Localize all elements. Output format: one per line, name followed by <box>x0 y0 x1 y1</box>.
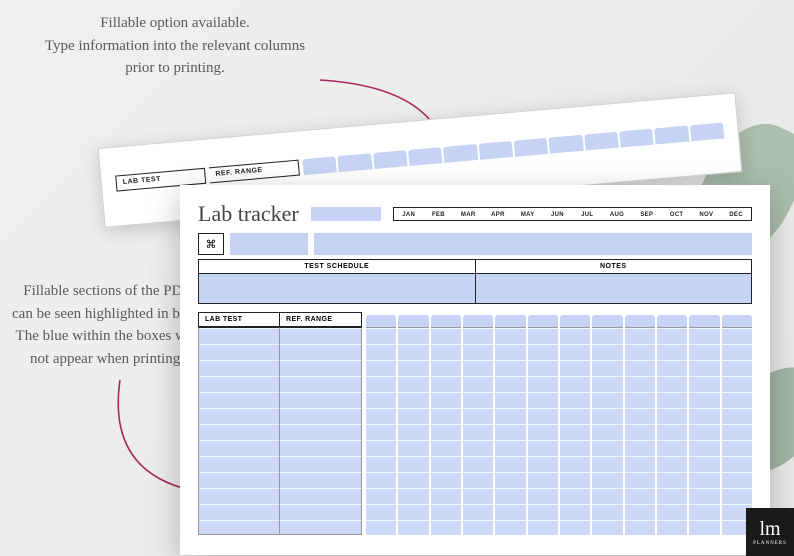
month-label: SEP <box>632 208 662 220</box>
callout-top: Fillable option available.Type informati… <box>30 12 320 80</box>
month-tab[interactable] <box>398 315 428 327</box>
fillable-test-schedule[interactable] <box>198 274 476 304</box>
month-label: MAR <box>453 208 483 220</box>
fillable-month-col[interactable] <box>689 327 719 535</box>
month-label: JAN <box>394 208 424 220</box>
fillable-month-col[interactable] <box>722 327 752 535</box>
month-tab[interactable] <box>528 315 558 327</box>
fillable-month-col[interactable] <box>398 327 428 535</box>
data-month-tabs <box>362 312 752 327</box>
brand-badge: lm PLANNERS <box>746 508 794 556</box>
back-month-tabs <box>302 122 724 175</box>
months-row: JANFEBMARAPRMAYJUNJULAUGSEPOCTNOVDEC <box>393 207 752 221</box>
month-tab[interactable] <box>463 315 493 327</box>
fillable-labtest-col[interactable] <box>198 327 280 535</box>
fillable-title-strip[interactable] <box>311 207 381 221</box>
month-tab[interactable] <box>657 315 687 327</box>
fillable-notes[interactable] <box>476 274 753 304</box>
month-tab[interactable] <box>625 315 655 327</box>
month-label: DEC <box>721 208 751 220</box>
month-label: APR <box>483 208 513 220</box>
data-col-refrange: REF. RANGE <box>280 312 362 327</box>
data-col-labtest: LAB TEST <box>198 312 280 327</box>
month-tab[interactable] <box>689 315 719 327</box>
fillable-month-col[interactable] <box>528 327 558 535</box>
month-label: OCT <box>662 208 692 220</box>
grid-icon: ⌘ <box>198 233 224 255</box>
page-title: Lab tracker <box>198 201 299 227</box>
brand-subtext: PLANNERS <box>753 541 787 546</box>
fillable-data-grid[interactable] <box>362 327 752 535</box>
fillable-month-col[interactable] <box>463 327 493 535</box>
back-col-refrange: REF. RANGE <box>209 160 300 184</box>
brand-monogram: lm <box>759 519 780 539</box>
section-test-schedule: TEST SCHEDULE <box>198 259 476 274</box>
fillable-month-col[interactable] <box>625 327 655 535</box>
callout-mid: Fillable sections of the PDF can be seen… <box>12 280 202 370</box>
month-tab[interactable] <box>431 315 461 327</box>
month-tab[interactable] <box>495 315 525 327</box>
fillable-month-col[interactable] <box>431 327 461 535</box>
month-tab[interactable] <box>560 315 590 327</box>
sheet-front: Lab tracker JANFEBMARAPRMAYJUNJULAUGSEPO… <box>180 185 770 555</box>
month-tab[interactable] <box>592 315 622 327</box>
month-label: JUN <box>543 208 573 220</box>
fillable-month-col[interactable] <box>495 327 525 535</box>
month-label: JUL <box>572 208 602 220</box>
month-label: NOV <box>691 208 721 220</box>
section-notes: NOTES <box>476 259 753 274</box>
fillable-box-wide[interactable] <box>314 233 752 255</box>
month-label: MAY <box>513 208 543 220</box>
fillable-refrange-col[interactable] <box>280 327 362 535</box>
fillable-month-col[interactable] <box>592 327 622 535</box>
fillable-month-col[interactable] <box>366 327 396 535</box>
month-label: AUG <box>602 208 632 220</box>
fillable-month-col[interactable] <box>560 327 590 535</box>
month-tab[interactable] <box>722 315 752 327</box>
fillable-box-small[interactable] <box>230 233 308 255</box>
month-label: FEB <box>424 208 454 220</box>
month-tab[interactable] <box>366 315 396 327</box>
fillable-month-col[interactable] <box>657 327 687 535</box>
